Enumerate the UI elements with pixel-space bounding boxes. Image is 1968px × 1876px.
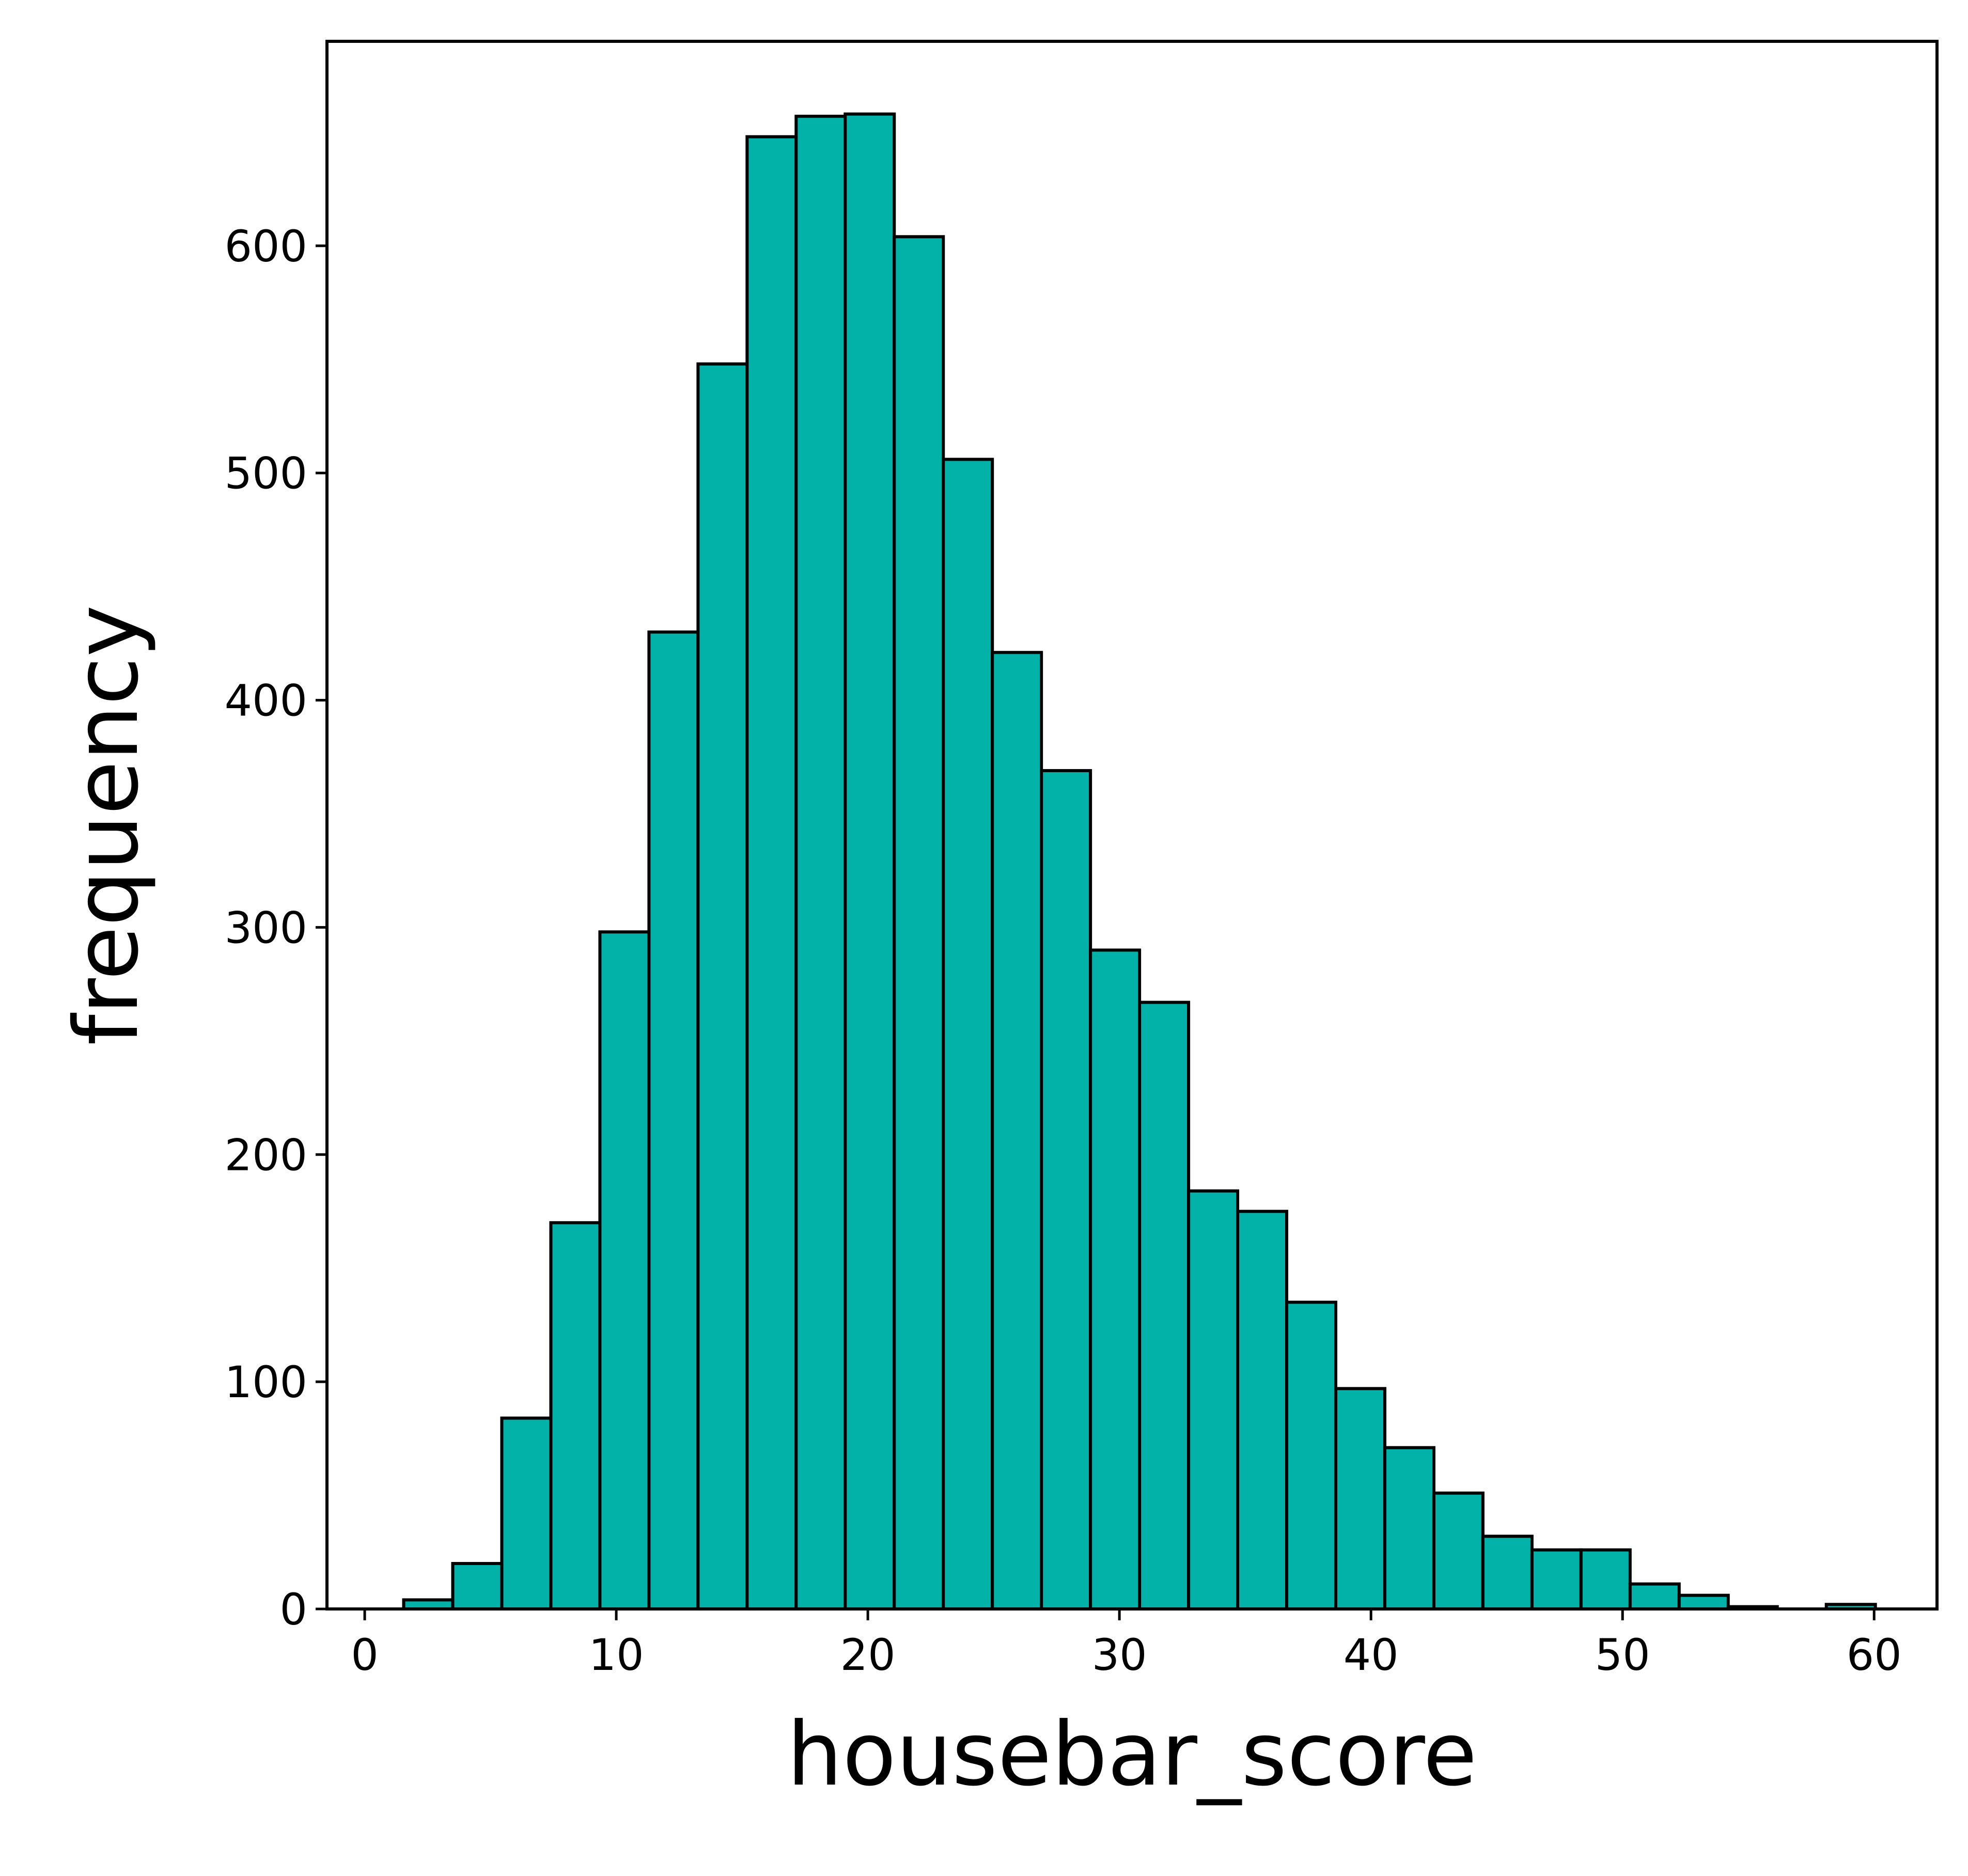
histogram-bar (1236, 1210, 1289, 1611)
histogram-bar (647, 630, 700, 1611)
x-axis-ticks: 0 10 20 30 40 50 60 (351, 1609, 1902, 1680)
y-axis-label: frequency (56, 605, 158, 1045)
y-tick-label: 500 (225, 448, 307, 499)
y-tick-label: 400 (225, 676, 307, 726)
x-tick-label: 40 (1344, 1630, 1399, 1680)
histogram-bar (1040, 769, 1092, 1611)
x-tick-label: 20 (840, 1630, 896, 1680)
histogram-bar (500, 1416, 553, 1611)
y-axis-ticks: 0 100 200 300 400 500 600 (225, 221, 327, 1635)
histogram-bar (1579, 1548, 1632, 1611)
y-tick-label: 200 (225, 1130, 307, 1180)
histogram-bar (1481, 1535, 1534, 1611)
histogram-bar (1187, 1189, 1240, 1611)
histogram-bar (1677, 1593, 1730, 1611)
y-tick-label: 300 (225, 902, 307, 953)
histogram-bar (1138, 1000, 1191, 1611)
y-tick-label: 100 (225, 1357, 307, 1408)
y-tick-label: 0 (280, 1584, 307, 1635)
plot-area-frame (325, 40, 1939, 1611)
x-axis-label: housebar_score (787, 1703, 1477, 1806)
histogram-bar (745, 135, 798, 1611)
histogram-bar (696, 362, 749, 1611)
histogram-bar (1628, 1582, 1681, 1611)
x-tick-label: 50 (1595, 1630, 1650, 1680)
histogram-bar (1383, 1446, 1435, 1611)
histogram-bar (844, 112, 896, 1611)
x-tick-label: 60 (1847, 1630, 1902, 1680)
histogram-bar (1285, 1301, 1337, 1611)
histogram-bar (549, 1221, 602, 1611)
histogram-bar (451, 1562, 504, 1611)
y-tick-label: 600 (225, 221, 307, 272)
histogram-bar (942, 458, 994, 1611)
histogram-bar (794, 115, 847, 1611)
histogram-bar (991, 651, 1043, 1611)
histogram-bar (1530, 1548, 1583, 1611)
histogram-bar (1089, 948, 1142, 1611)
x-tick-label: 0 (351, 1630, 378, 1680)
bars-layer (402, 112, 1877, 1611)
histogram-bar (1334, 1387, 1386, 1611)
x-tick-label: 30 (1092, 1630, 1147, 1680)
x-tick-label: 10 (589, 1630, 644, 1680)
histogram-bar (1432, 1491, 1485, 1611)
histogram-bar (893, 235, 945, 1611)
histogram-bar (598, 930, 651, 1611)
